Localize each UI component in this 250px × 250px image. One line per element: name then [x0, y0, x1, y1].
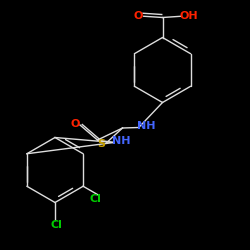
Text: NH: NH — [112, 136, 130, 146]
Text: Cl: Cl — [90, 194, 102, 204]
Text: NH: NH — [137, 121, 156, 131]
Text: O: O — [71, 119, 80, 129]
Text: Cl: Cl — [50, 220, 62, 230]
Text: OH: OH — [180, 11, 198, 21]
Text: S: S — [98, 139, 106, 149]
Text: O: O — [134, 11, 143, 21]
